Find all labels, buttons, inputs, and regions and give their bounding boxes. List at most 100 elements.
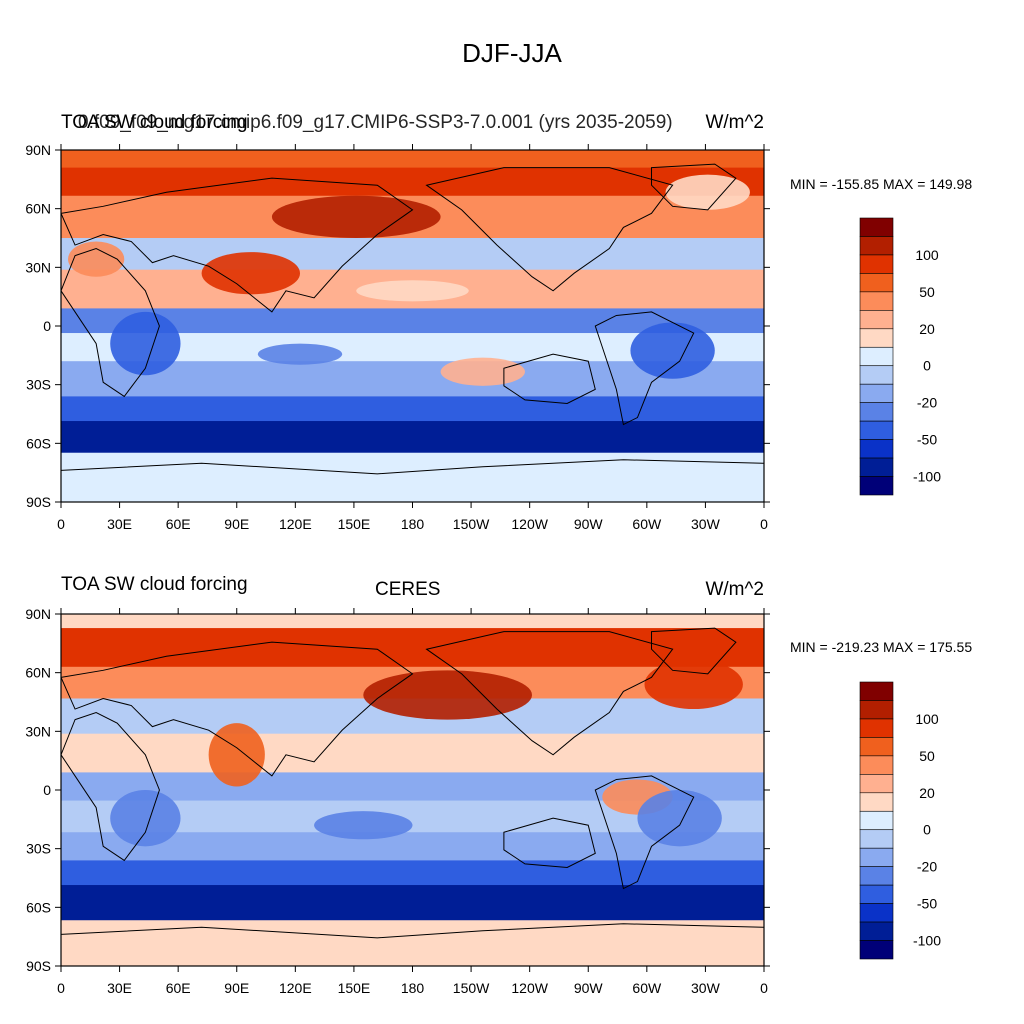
colorbar-swatch bbox=[859, 328, 894, 348]
lon-tick-label: 120W bbox=[511, 516, 548, 532]
panel2-left-label: TOA SW cloud forcing bbox=[61, 574, 248, 595]
colorbar-label: 0 bbox=[923, 822, 931, 838]
colorbar-swatch bbox=[859, 383, 894, 403]
colorbar-swatch bbox=[859, 476, 894, 496]
colorbar-label: 0 bbox=[923, 358, 931, 374]
contour-band bbox=[61, 150, 764, 169]
contour-blob bbox=[257, 343, 343, 365]
colorbar-swatch bbox=[859, 792, 894, 812]
contour-blob bbox=[271, 195, 441, 239]
contour-blob bbox=[356, 280, 469, 302]
contour-band bbox=[61, 614, 764, 629]
coastline bbox=[594, 311, 695, 426]
lon-tick-label: 150W bbox=[453, 980, 490, 996]
contour-blob bbox=[110, 790, 181, 847]
panel1-left-label: TOA SW cloud forcing bbox=[61, 112, 248, 133]
lon-tick-label: 60W bbox=[632, 516, 662, 532]
lon-tick-label: 60W bbox=[632, 980, 662, 996]
contour-blob bbox=[208, 723, 265, 787]
lon-tick-label: 180 bbox=[401, 516, 425, 532]
lat-tick-label: 60N bbox=[25, 201, 51, 217]
coastline bbox=[651, 163, 737, 211]
lon-tick-label: 60E bbox=[166, 516, 191, 532]
coastline bbox=[503, 817, 596, 868]
lon-tick-label: 150E bbox=[338, 980, 371, 996]
colorbar-swatch bbox=[859, 310, 894, 330]
colorbar-swatch bbox=[859, 365, 894, 385]
lon-tick-label: 180 bbox=[401, 980, 425, 996]
colorbar-swatch bbox=[859, 847, 894, 867]
colorbar-swatch bbox=[859, 755, 894, 775]
contour-blob bbox=[314, 811, 413, 840]
lon-tick-label: 30E bbox=[107, 516, 132, 532]
colorbar-swatch bbox=[859, 402, 894, 422]
coastline bbox=[503, 353, 596, 404]
panel1-units: W/m^2 bbox=[705, 112, 764, 133]
contour-band bbox=[61, 628, 764, 668]
coastline bbox=[61, 459, 764, 502]
coastline bbox=[61, 177, 414, 313]
lon-tick-label: 120E bbox=[279, 516, 312, 532]
coastline bbox=[61, 641, 414, 777]
contour-blob bbox=[630, 322, 715, 379]
lon-tick-label: 120W bbox=[511, 980, 548, 996]
contour-band bbox=[61, 885, 764, 921]
colorbar-swatch bbox=[859, 254, 894, 274]
contour-blob bbox=[637, 790, 722, 847]
colorbar-label: 20 bbox=[919, 785, 935, 801]
contour-blob bbox=[68, 241, 125, 277]
colorbar-2: 100 50 20 0 -20 -50 -100 bbox=[859, 681, 941, 960]
contour-band bbox=[61, 396, 764, 422]
lon-tick-label: 0 bbox=[57, 980, 65, 996]
map-panel-2: 90N 60N 30N 0 30S 60S 90S 0 30E 60E 90E 120E 150E 180… bbox=[25, 606, 770, 996]
contour-band bbox=[61, 421, 764, 454]
coastline bbox=[594, 775, 695, 890]
contour-blob bbox=[363, 670, 533, 720]
contour-band bbox=[61, 167, 764, 197]
colorbar-swatch bbox=[859, 420, 894, 440]
coastline bbox=[425, 167, 674, 292]
colorbar-swatch bbox=[859, 346, 894, 367]
coastline bbox=[61, 923, 764, 966]
lon-tick-label: 90W bbox=[574, 516, 604, 532]
colorbar-swatch bbox=[859, 737, 894, 757]
lat-tick-label: 30S bbox=[26, 377, 51, 393]
colorbar-label: -20 bbox=[917, 395, 937, 411]
colorbar-swatch bbox=[859, 457, 894, 477]
lat-tick-label: 0 bbox=[43, 318, 51, 334]
figure-title: DJF-JJA bbox=[462, 38, 562, 68]
map-field-2 bbox=[61, 614, 764, 966]
lat-tick-label: 60S bbox=[26, 899, 51, 915]
lon-tick-label: 120E bbox=[279, 980, 312, 996]
colorbar-swatch bbox=[859, 217, 894, 237]
coastline bbox=[651, 627, 737, 675]
colorbar-label: -100 bbox=[913, 933, 941, 949]
contour-blob bbox=[440, 357, 525, 386]
contour-band bbox=[61, 733, 764, 773]
colorbar-swatch bbox=[859, 236, 894, 256]
lat-tick-label: 90S bbox=[26, 494, 51, 510]
lat-tick-label: 90N bbox=[25, 142, 51, 158]
contour-band bbox=[61, 860, 764, 886]
colorbar-label: 100 bbox=[915, 247, 939, 263]
contour-blob bbox=[665, 174, 750, 210]
lon-tick-label: 60E bbox=[166, 980, 191, 996]
contour-blob bbox=[201, 252, 301, 295]
lon-tick-label: 30W bbox=[691, 980, 721, 996]
colorbar-label: -20 bbox=[917, 859, 937, 875]
colorbar-label: 50 bbox=[919, 284, 935, 300]
colorbar-swatch bbox=[859, 921, 894, 941]
contour-blob bbox=[644, 659, 743, 710]
colorbar-swatch bbox=[859, 439, 894, 459]
lat-tick-label: 60S bbox=[26, 435, 51, 451]
lat-tick-label: 90S bbox=[26, 958, 51, 974]
colorbar-swatch bbox=[859, 273, 894, 293]
contour-band bbox=[61, 452, 764, 502]
colorbar-swatch bbox=[859, 700, 894, 720]
contour-blob bbox=[110, 311, 181, 376]
lon-tick-label: 90W bbox=[574, 980, 604, 996]
map-field-1 bbox=[61, 150, 764, 502]
lon-tick-label: 0 bbox=[57, 516, 65, 532]
colorbar-swatch bbox=[859, 884, 894, 904]
